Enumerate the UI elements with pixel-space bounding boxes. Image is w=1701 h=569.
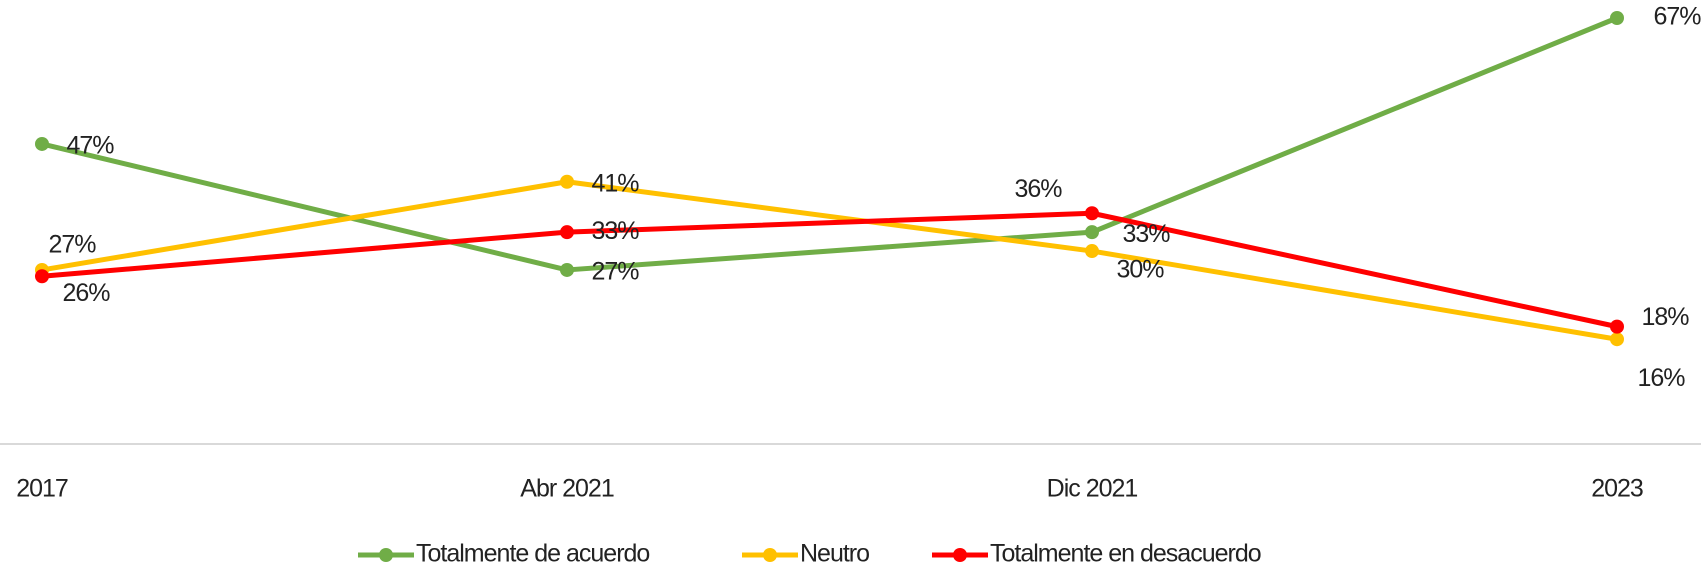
legend-marker [763, 548, 777, 562]
data-label: 18% [1641, 303, 1689, 331]
legend-label: Totalmente de acuerdo [416, 540, 649, 568]
legend-label: Neutro [800, 540, 869, 568]
data-label: 30% [1116, 256, 1164, 284]
data-label: 36% [1014, 175, 1062, 203]
data-label: 47% [66, 132, 114, 160]
x-tick-label: Abr 2021 [520, 475, 614, 503]
legend-marker [379, 548, 393, 562]
series-line [41, 179, 1618, 342]
point-marker [560, 262, 574, 277]
data-label: 41% [591, 169, 639, 197]
data-label: 33% [591, 217, 639, 245]
data-label: 16% [1637, 364, 1685, 392]
point-marker [35, 269, 49, 284]
point-marker [1085, 206, 1099, 221]
x-tick-label: 2023 [1591, 475, 1643, 503]
data-label: 33% [1122, 220, 1170, 248]
point-marker [560, 174, 574, 189]
point-marker [560, 225, 574, 240]
data-label: 27% [591, 258, 639, 286]
x-tick-label: 2017 [16, 475, 68, 503]
x-tick-label: Dic 2021 [1047, 475, 1138, 503]
point-marker [1610, 319, 1624, 334]
legend-label: Totalmente en desacuerdo [990, 540, 1261, 568]
point-marker [1085, 225, 1099, 240]
data-label: 27% [48, 231, 96, 259]
legend-marker [953, 548, 967, 562]
point-marker [1610, 332, 1624, 347]
point-marker [1610, 11, 1624, 25]
series-line [41, 210, 1618, 330]
data-label: 67% [1653, 3, 1701, 31]
point-marker [1085, 244, 1099, 259]
data-label: 26% [62, 279, 110, 307]
point-marker [35, 136, 49, 151]
series-line [41, 15, 1618, 273]
